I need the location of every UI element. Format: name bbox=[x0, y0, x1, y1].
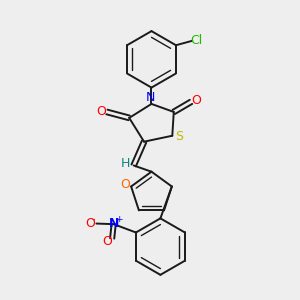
Text: O: O bbox=[191, 94, 201, 107]
Text: O: O bbox=[96, 105, 106, 118]
Text: Cl: Cl bbox=[190, 34, 203, 47]
Text: O: O bbox=[120, 178, 130, 191]
Text: H: H bbox=[121, 158, 130, 170]
Text: N: N bbox=[146, 91, 156, 104]
Text: N: N bbox=[109, 217, 119, 230]
Text: O: O bbox=[102, 236, 112, 248]
Text: S: S bbox=[175, 130, 183, 143]
Text: O: O bbox=[85, 217, 95, 230]
Text: +: + bbox=[115, 215, 122, 224]
Text: -: - bbox=[92, 214, 95, 224]
